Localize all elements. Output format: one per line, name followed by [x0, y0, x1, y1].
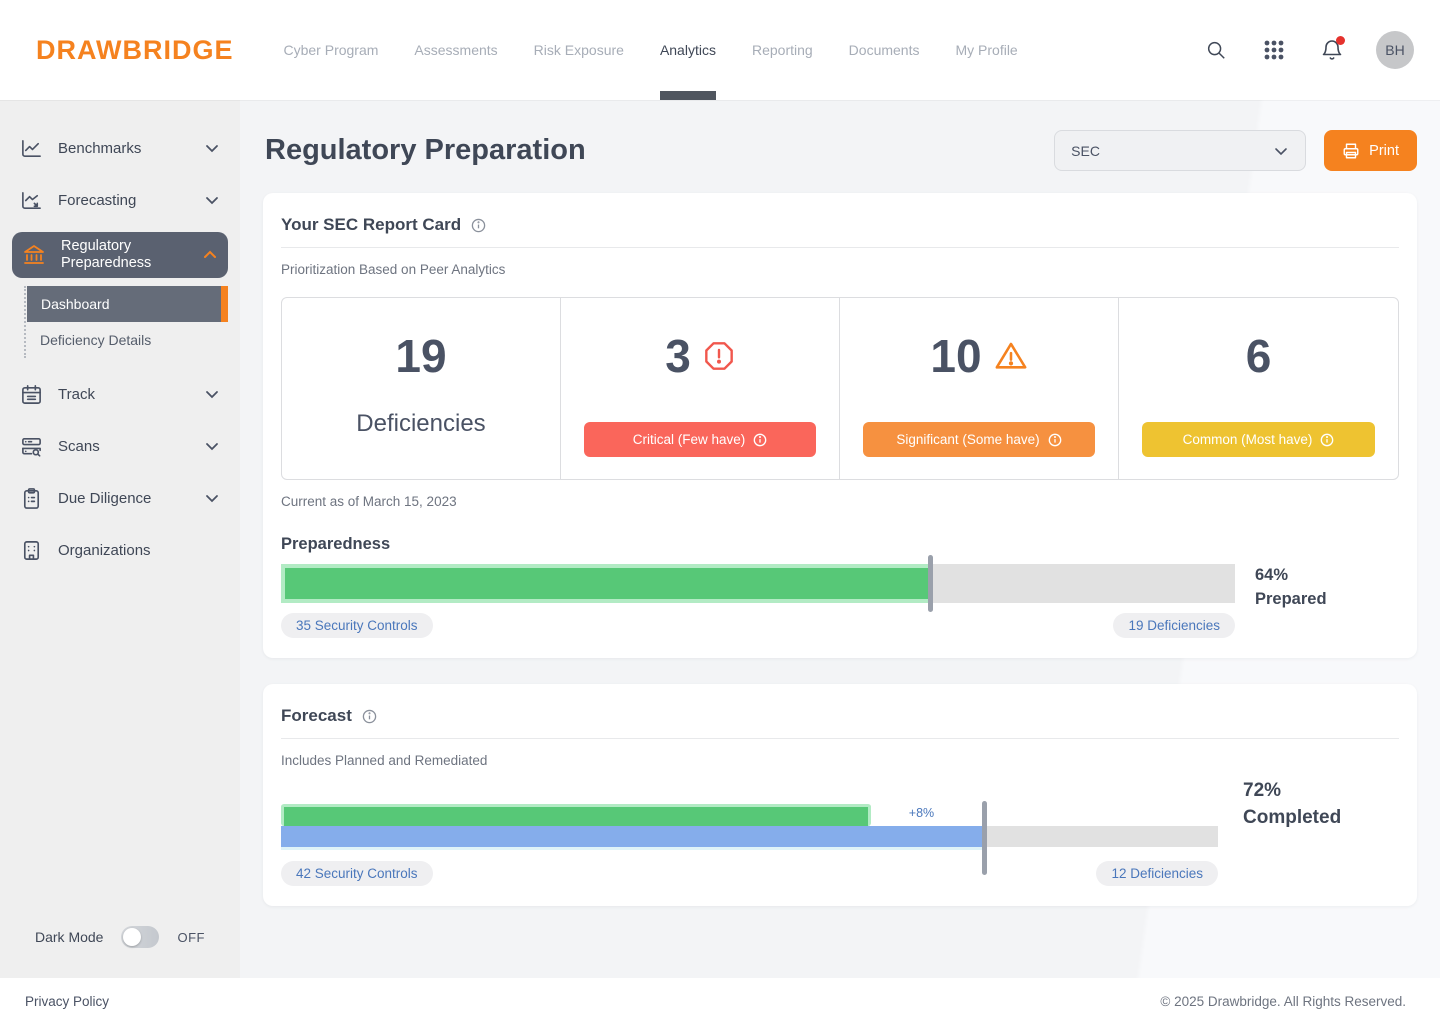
chevron-up-icon — [204, 250, 216, 258]
nav-risk-exposure[interactable]: Risk Exposure — [533, 42, 624, 58]
sidebar-item-forecasting[interactable]: Forecasting — [0, 179, 240, 221]
info-icon[interactable] — [471, 218, 486, 233]
chevron-down-icon — [206, 391, 218, 399]
forecast-delta: +8% — [908, 806, 935, 820]
info-icon — [753, 433, 767, 446]
clipboard-icon — [23, 487, 40, 509]
sidebar-item-benchmarks[interactable]: Benchmarks — [0, 127, 240, 169]
dark-mode-state: OFF — [177, 929, 205, 945]
calendar-icon — [22, 384, 41, 404]
nav-documents[interactable]: Documents — [848, 42, 920, 58]
common-button[interactable]: Common (Most have) — [1142, 422, 1375, 457]
printer-icon — [1343, 143, 1359, 158]
info-icon — [1048, 433, 1061, 446]
footer: Privacy Policy © 2025 Drawbridge. All Ri… — [0, 978, 1440, 1024]
nav-assessments[interactable]: Assessments — [414, 42, 498, 58]
notifications-bell-icon[interactable] — [1318, 36, 1346, 64]
forecast-current-bar — [281, 804, 872, 826]
security-controls-pill[interactable]: 35 Security Controls — [281, 613, 433, 638]
apps-grid-icon[interactable] — [1260, 36, 1288, 64]
preparedness-marker[interactable] — [927, 555, 933, 612]
completed-percent: 72% Completed — [1243, 780, 1342, 828]
divider — [281, 738, 1399, 739]
sidebar-item-organizations[interactable]: Organizations — [0, 529, 240, 571]
dark-mode-label: Dark Mode — [35, 929, 104, 945]
deficiencies-pill[interactable]: 12 Deficiencies — [1096, 861, 1218, 886]
nav-reporting[interactable]: Reporting — [751, 42, 813, 58]
stat-total-deficiencies: 19 Deficiencies — [282, 298, 561, 479]
forecast-title: Forecast — [281, 706, 352, 725]
chevron-down-icon — [206, 145, 218, 153]
avatar[interactable]: BH — [1376, 31, 1414, 69]
building-icon — [23, 540, 40, 560]
subitem-dashboard[interactable]: Dashboard — [27, 286, 228, 322]
chart-line-icon — [22, 139, 41, 157]
forecast-bars: +8% — [281, 801, 1218, 875]
forecast-card: Forecast Includes Planned and Remediated… — [263, 684, 1417, 906]
chevron-down-icon — [206, 197, 218, 205]
regulator-select[interactable]: SEC — [1054, 130, 1307, 171]
common-count: 6 — [1245, 330, 1272, 382]
critical-count: 3 — [665, 330, 691, 382]
copyright-text: © 2025 Drawbridge. All Rights Reserved. — [1160, 993, 1406, 1009]
chevron-down-icon — [1275, 147, 1287, 155]
stat-significant: 10 Significant (Some have) — [840, 298, 1119, 479]
chevron-down-icon — [206, 495, 218, 503]
sidebar: Benchmarks Forecasting Regulatory Prepar… — [0, 100, 240, 978]
deficiency-label: Deficiencies — [356, 410, 486, 437]
nav-analytics[interactable]: Analytics — [659, 0, 716, 100]
regulatory-subitems: Dashboard Deficiency Details — [24, 286, 240, 358]
info-icon — [1321, 433, 1334, 446]
report-card-title: Your SEC Report Card — [281, 215, 462, 234]
divider — [281, 247, 1399, 248]
preparedness-bar — [281, 555, 1235, 612]
page-title: Regulatory Preparation — [265, 134, 586, 166]
bank-icon — [24, 245, 44, 264]
privacy-policy-link[interactable]: Privacy Policy — [25, 993, 110, 1009]
stat-critical: 3 Critical (Few have) — [561, 298, 840, 479]
nav-cyber-program[interactable]: Cyber Program — [283, 42, 379, 58]
significant-count: 10 — [930, 330, 982, 382]
preparedness-fill — [281, 564, 930, 603]
primary-nav: Cyber Program Assessments Risk Exposure … — [284, 0, 1018, 100]
report-card-subtitle: Prioritization Based on Peer Analytics — [281, 262, 506, 277]
forecast-projected-bar — [281, 826, 984, 847]
sidebar-item-track[interactable]: Track — [0, 373, 240, 415]
scan-server-icon — [22, 437, 41, 457]
critical-button[interactable]: Critical (Few have) — [584, 422, 816, 457]
dark-mode-toggle[interactable] — [121, 926, 160, 948]
sidebar-item-regulatory-preparedness[interactable]: Regulatory Preparedness — [12, 232, 228, 278]
stat-common: 6 Common (Most have) — [1119, 298, 1398, 479]
deficiencies-pill[interactable]: 19 Deficiencies — [1113, 613, 1235, 638]
prepared-percent: 64% Prepared — [1255, 566, 1327, 608]
nav-my-profile[interactable]: My Profile — [955, 42, 1018, 58]
octagon-alert-icon — [704, 342, 733, 370]
stats-box: 19 Deficiencies 3 Critical (Few have) — [281, 297, 1399, 480]
main-content: Regulatory Preparation SEC Print Your SE… — [240, 100, 1440, 978]
forecast-marker[interactable] — [981, 801, 987, 875]
print-button[interactable]: Print — [1324, 130, 1417, 171]
as-of-date: Current as of March 15, 2023 — [281, 494, 457, 509]
chevron-down-icon — [206, 443, 218, 451]
chart-trend-icon — [22, 191, 41, 209]
triangle-warning-icon — [995, 342, 1027, 369]
forecast-subtitle: Includes Planned and Remediated — [281, 753, 488, 768]
toggle-knob — [123, 928, 142, 946]
security-controls-pill[interactable]: 42 Security Controls — [281, 861, 433, 886]
subitem-deficiency-details[interactable]: Deficiency Details — [40, 332, 152, 348]
sidebar-item-scans[interactable]: Scans — [0, 425, 240, 467]
significant-button[interactable]: Significant (Some have) — [863, 422, 1095, 457]
notification-dot — [1336, 36, 1345, 45]
report-card: Your SEC Report Card Prioritization Base… — [263, 193, 1417, 658]
info-icon[interactable] — [362, 709, 377, 724]
preparedness-heading: Preparedness — [281, 535, 391, 553]
drawbridge-logo: DRAWBRIDGE — [36, 34, 234, 65]
deficiency-count: 19 — [395, 330, 447, 382]
sidebar-item-due-diligence[interactable]: Due Diligence — [0, 477, 240, 519]
search-icon[interactable] — [1202, 36, 1230, 64]
forecast-track — [281, 826, 1218, 847]
top-nav: DRAWBRIDGE Cyber Program Assessments Ris… — [0, 0, 1440, 100]
